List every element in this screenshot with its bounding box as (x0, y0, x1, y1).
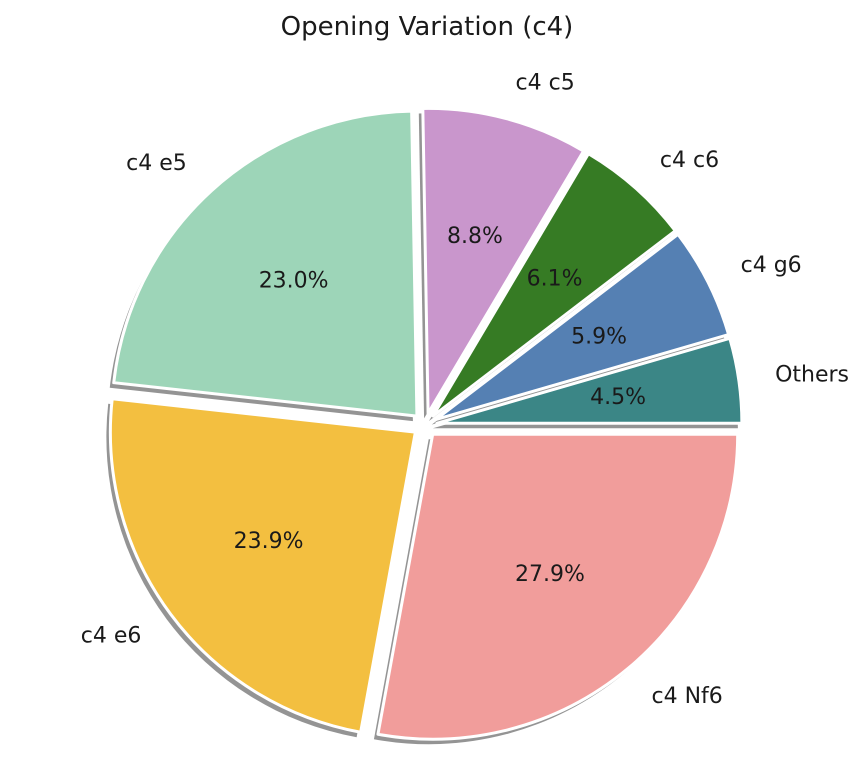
slice-label-c4-c6: c4 c6 (660, 148, 719, 173)
slice-label-c4-g6: c4 g6 (741, 253, 802, 278)
slice-c4-c5 (421, 106, 586, 415)
labels: 4.5% Others 5.9% c4 g6 6.1% c4 c6 8.8% c4 c5 23.… (81, 71, 849, 709)
slice-label-c4-c5: c4 c5 (516, 71, 575, 96)
chart-title: Opening Variation (c4) (280, 12, 574, 42)
pct-label-others: 4.5% (590, 385, 646, 410)
slice-label-c4-e5: c4 e5 (126, 151, 187, 176)
slice-c4-c6 (431, 152, 677, 418)
pct-label-c4-c6: 6.1% (527, 267, 583, 292)
slice-c4-e5 (112, 109, 419, 418)
slice-c4-nf6 (376, 432, 740, 741)
slice-label-others: Others (775, 363, 849, 388)
slice-others (435, 336, 744, 425)
slices (108, 106, 744, 741)
pct-label-c4-e6: 23.9% (234, 529, 304, 554)
pct-label-c4-nf6: 27.9% (515, 562, 585, 587)
slice-c4-e6 (108, 397, 417, 734)
slice-c4-g6 (434, 232, 731, 422)
pct-label-c4-g6: 5.9% (571, 325, 627, 350)
slice-label-c4-nf6: c4 Nf6 (651, 684, 722, 709)
pct-label-c4-e5: 23.0% (259, 268, 329, 293)
pct-label-c4-c5: 8.8% (447, 224, 503, 249)
slice-label-c4-e6: c4 e6 (81, 624, 142, 649)
